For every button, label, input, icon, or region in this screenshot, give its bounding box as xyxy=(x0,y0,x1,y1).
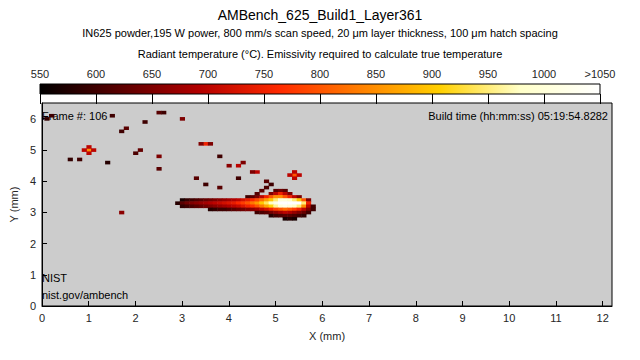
svg-text:4: 4 xyxy=(30,175,36,187)
svg-text:7: 7 xyxy=(366,312,372,324)
svg-text:2: 2 xyxy=(30,238,36,250)
svg-text:Y (mm): Y (mm) xyxy=(8,187,20,223)
svg-text:nist.gov/ambench: nist.gov/ambench xyxy=(42,289,128,301)
svg-text:1: 1 xyxy=(86,312,92,324)
svg-text:850: 850 xyxy=(367,68,385,80)
svg-text:12: 12 xyxy=(597,312,609,324)
svg-text:8: 8 xyxy=(413,312,419,324)
svg-text:11: 11 xyxy=(550,312,561,324)
svg-text:5: 5 xyxy=(273,312,279,324)
svg-text:10: 10 xyxy=(503,312,515,324)
svg-text:3: 3 xyxy=(30,206,36,218)
svg-text:X (mm): X (mm) xyxy=(309,330,345,342)
svg-text:AMBench_625_Build1_Layer361: AMBench_625_Build1_Layer361 xyxy=(218,7,423,23)
svg-text:750: 750 xyxy=(255,68,273,80)
svg-text:Frame #: 106: Frame #: 106 xyxy=(42,110,107,122)
svg-text:1000: 1000 xyxy=(532,68,556,80)
svg-text:6: 6 xyxy=(319,312,325,324)
svg-text:>1050: >1050 xyxy=(585,68,616,80)
svg-text:IN625 powder,195 W power, 800: IN625 powder,195 W power, 800 mm/s scan … xyxy=(82,27,558,39)
svg-text:5: 5 xyxy=(30,144,36,156)
svg-text:6: 6 xyxy=(30,113,36,125)
svg-text:0: 0 xyxy=(30,300,36,312)
svg-text:0: 0 xyxy=(39,312,45,324)
svg-text:950: 950 xyxy=(479,68,497,80)
svg-text:9: 9 xyxy=(459,312,465,324)
svg-text:NIST: NIST xyxy=(42,272,67,284)
svg-text:3: 3 xyxy=(179,312,185,324)
svg-text:Build time (hh:mm:ss) 05:19:54: Build time (hh:mm:ss) 05:19:54.8282 xyxy=(428,110,608,122)
svg-text:Radiant temperature (°C). Emis: Radiant temperature (°C). Emissivity req… xyxy=(138,48,503,60)
svg-text:2: 2 xyxy=(132,312,138,324)
svg-text:550: 550 xyxy=(31,68,49,80)
svg-text:700: 700 xyxy=(199,68,217,80)
svg-text:650: 650 xyxy=(143,68,161,80)
svg-text:600: 600 xyxy=(87,68,105,80)
svg-text:800: 800 xyxy=(311,68,329,80)
svg-text:1: 1 xyxy=(30,269,36,281)
svg-text:900: 900 xyxy=(423,68,441,80)
svg-text:4: 4 xyxy=(226,312,232,324)
